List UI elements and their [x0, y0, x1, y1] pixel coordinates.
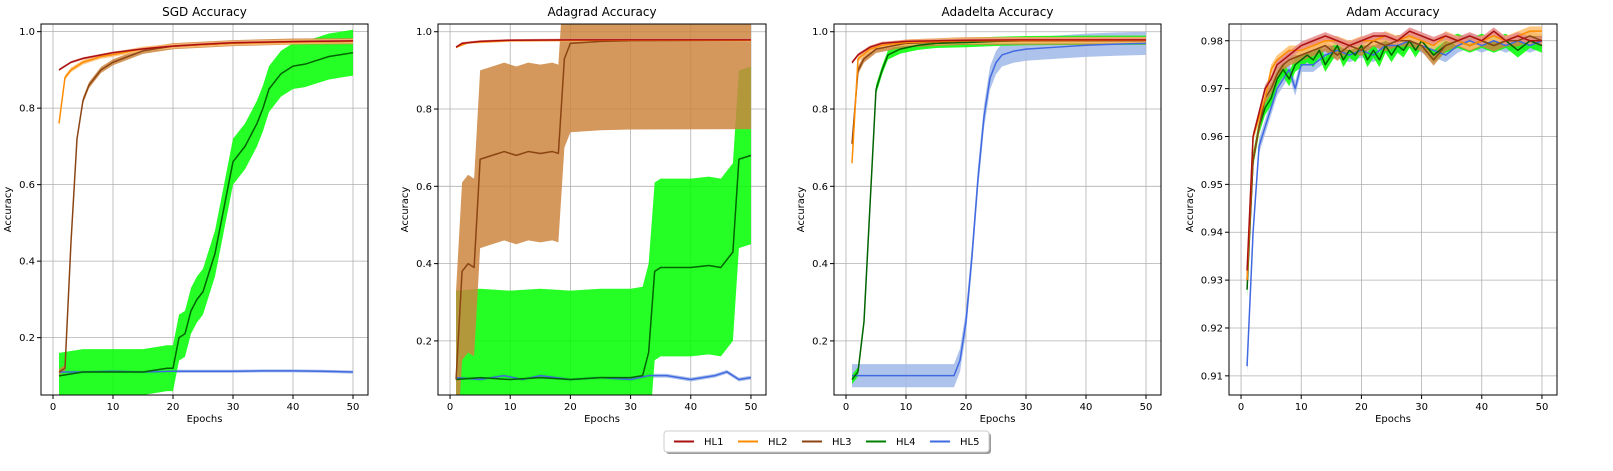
y-axis-label: Accuracy — [400, 187, 411, 233]
x-tick-label: 10 — [504, 402, 517, 413]
x-tick-label: 50 — [745, 402, 758, 413]
x-tick-label: 40 — [684, 402, 697, 413]
x-tick-label: 50 — [347, 402, 360, 413]
y-tick-label: 0.6 — [19, 180, 35, 191]
x-tick-label: 30 — [227, 402, 240, 413]
y-tick-label: 0.6 — [416, 182, 432, 193]
y-tick-label: 0.97 — [1201, 84, 1223, 95]
y-tick-label: 1.0 — [19, 27, 35, 38]
band-hl4 — [456, 66, 751, 395]
axes-frame — [40, 23, 369, 396]
x-tick-label: 10 — [900, 402, 913, 413]
x-tick-label: 10 — [1295, 402, 1308, 413]
plot-area — [1229, 24, 1557, 395]
x-tick-label: 0 — [843, 402, 849, 413]
line-hl1 — [1246, 30, 1542, 271]
legend-label-hl2: HL2 — [768, 437, 787, 448]
chart-title: Adam Accuracy — [1346, 5, 1439, 19]
y-tick-label: 0.93 — [1201, 276, 1223, 287]
band-hl2 — [456, 39, 751, 49]
y-tick-label: 1.0 — [416, 27, 432, 38]
y-tick-label: 0.8 — [416, 105, 432, 116]
y-tick-label: 0.2 — [416, 336, 432, 347]
plot-area — [834, 24, 1161, 395]
y-tick-label: 0.2 — [19, 333, 35, 344]
x-axis-label: Epochs — [1375, 414, 1411, 425]
line-hl5 — [1246, 40, 1543, 367]
legend: HL1 HL2 HL3 HL4 HL5 — [663, 430, 991, 454]
y-tick-label: 0.2 — [812, 336, 828, 347]
legend-box — [663, 430, 990, 453]
band-hl3 — [456, 24, 751, 395]
legend-label-hl5: HL5 — [960, 437, 979, 448]
x-axis-label: Epochs — [187, 414, 223, 425]
x-tick-label: 20 — [960, 402, 973, 413]
x-tick-label: 20 — [167, 402, 180, 413]
x-tick-label: 0 — [50, 402, 56, 413]
y-tick-label: 0.4 — [812, 259, 828, 270]
axes-frame — [437, 23, 767, 396]
line-hl5 — [852, 42, 1147, 377]
axes-frame — [1228, 23, 1558, 396]
chart-title: SGD Accuracy — [162, 5, 247, 19]
x-tick-label: 0 — [1238, 402, 1244, 413]
x-tick-label: 40 — [1080, 402, 1093, 413]
legend-label-hl1: HL1 — [704, 437, 723, 448]
series-group — [455, 24, 752, 395]
y-tick-label: 0.4 — [416, 259, 432, 270]
x-tick-label: 20 — [1355, 402, 1368, 413]
line-hl1 — [851, 39, 1146, 64]
line-hl1 — [58, 40, 354, 71]
line-hl1 — [455, 39, 751, 48]
y-tick-label: 0.98 — [1201, 36, 1223, 47]
chart-title: Adadelta Accuracy — [942, 5, 1054, 19]
line-hl5 — [455, 371, 752, 381]
adadelta-accuracy-chart: 0 10 20 30 40 50 0.2 0.4 0.6 0.8 1.0 Adadelta Accur… — [796, 5, 1162, 425]
chart-title: Adagrad Accuracy — [547, 5, 656, 19]
y-axis-label: Accuracy — [796, 187, 807, 233]
plot-area — [41, 24, 368, 395]
adagrad-accuracy-chart: 0 10 20 30 40 50 0.2 0.4 0.6 0.8 1.0 Adagrad Accura… — [400, 5, 767, 425]
line-hl2 — [1246, 30, 1542, 281]
x-axis-label: Epochs — [980, 414, 1016, 425]
series-group — [1246, 26, 1543, 374]
y-axis-label: Accuracy — [1185, 187, 1196, 233]
legend-label-hl4: HL4 — [896, 437, 915, 448]
y-tick-label: 0.4 — [19, 257, 35, 268]
x-tick-label: 40 — [1475, 402, 1488, 413]
line-hl4 — [58, 51, 354, 377]
y-tick-label: 0.91 — [1201, 371, 1223, 382]
x-tick-label: 40 — [287, 402, 300, 413]
x-tick-label: 30 — [1020, 402, 1033, 413]
y-tick-label: 0.6 — [812, 182, 828, 193]
sgd-accuracy-chart: 0 10 20 30 40 50 0.2 0.4 0.6 0.8 1.0 SGD Accuracy Ep… — [3, 5, 369, 425]
x-tick-label: 10 — [107, 402, 120, 413]
series-group — [58, 29, 354, 395]
x-axis-label: Epochs — [584, 414, 620, 425]
x-tick-label: 50 — [1536, 402, 1549, 413]
adam-accuracy-chart: 0 10 20 30 40 50 0.91 0.92 0.93 0.94 0.95 0.96 0.97 0… — [1185, 5, 1558, 425]
series-group — [851, 31, 1147, 388]
y-tick-label: 0.95 — [1201, 180, 1223, 191]
x-tick-label: 30 — [624, 402, 637, 413]
x-tick-label: 20 — [564, 402, 577, 413]
y-tick-label: 0.8 — [19, 104, 35, 115]
line-hl4 — [455, 154, 752, 381]
y-tick-label: 0.92 — [1201, 323, 1223, 334]
x-tick-label: 0 — [447, 402, 453, 413]
y-axis-label: Accuracy — [3, 187, 14, 233]
y-tick-label: 0.96 — [1201, 132, 1223, 143]
y-tick-label: 1.0 — [812, 27, 828, 38]
band-hl4 — [59, 29, 353, 395]
x-tick-label: 50 — [1140, 402, 1153, 413]
y-tick-label: 0.8 — [812, 105, 828, 116]
y-tick-label: 0.94 — [1201, 228, 1223, 239]
line-hl3 — [455, 39, 751, 380]
legend-label-hl3: HL3 — [832, 437, 851, 448]
x-tick-label: 30 — [1415, 402, 1428, 413]
axes-frame — [833, 23, 1162, 396]
